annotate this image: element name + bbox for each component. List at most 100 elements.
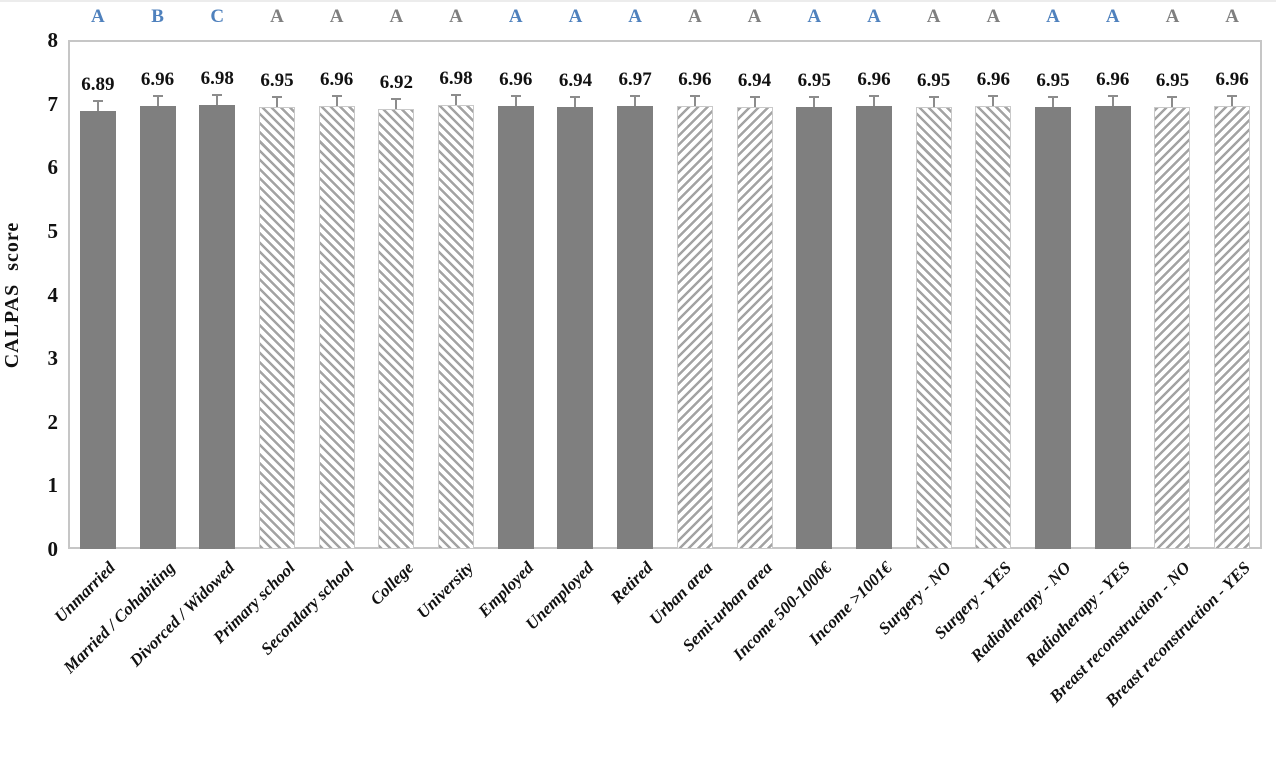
error-bar-whisker <box>932 97 935 107</box>
significance-letter: A <box>389 6 404 27</box>
bar-value-label: 6.97 <box>618 68 652 90</box>
bar-value-label: 6.92 <box>379 71 413 93</box>
x-axis-label: Divorced / Widowed <box>126 558 239 671</box>
significance-letter: A <box>329 6 344 27</box>
figure-top-border <box>0 0 1276 2</box>
significance-letter: A <box>449 6 463 27</box>
error-bar-whisker <box>693 97 696 107</box>
error-bar-cap <box>630 94 641 97</box>
error-bar-cap <box>570 96 581 99</box>
error-bar-whisker <box>1111 97 1114 107</box>
error-bar-cap <box>1167 95 1178 98</box>
bar-value-label: 6.94 <box>737 70 772 92</box>
y-axis-tick-label: 6 <box>47 155 59 180</box>
significance-letter: A <box>986 6 1001 27</box>
bar-value-label: 6.95 <box>1155 69 1190 91</box>
error-bar-cap <box>271 95 282 98</box>
error-bar-whisker <box>395 99 398 109</box>
bar <box>79 110 116 549</box>
error-bar-cap <box>391 97 402 100</box>
error-bar-whisker <box>813 97 816 107</box>
y-axis-tick-label: 2 <box>47 409 59 434</box>
y-axis-tick-label: 4 <box>47 282 59 307</box>
bar-value-label: 6.95 <box>260 69 294 91</box>
error-bar-cap <box>809 95 820 98</box>
bar-value-label: 6.96 <box>320 69 354 91</box>
significance-letter: A <box>747 6 762 27</box>
significance-letter: A <box>270 6 284 27</box>
bar <box>497 106 534 549</box>
error-bar-cap <box>1107 95 1118 98</box>
significance-letter: A <box>687 6 702 27</box>
bar <box>378 108 415 549</box>
significance-letter: A <box>807 6 822 27</box>
error-bar-cap <box>1227 95 1238 98</box>
bar <box>139 106 176 549</box>
bar <box>1094 106 1131 549</box>
significance-letter: A <box>628 6 642 27</box>
error-bar-cap <box>868 95 879 98</box>
x-axis-label: College <box>366 558 418 609</box>
bar <box>557 107 594 549</box>
error-bar-whisker <box>574 98 577 108</box>
significance-letter: A <box>1225 6 1239 27</box>
bar-value-label: 6.89 <box>81 73 115 95</box>
error-bar-whisker <box>275 97 278 107</box>
error-bar-whisker <box>1052 97 1055 107</box>
error-bar-whisker <box>514 97 517 107</box>
x-axis-label: Radiotherapy - YES <box>1022 558 1135 671</box>
bar <box>855 106 892 549</box>
significance-letter: A <box>1105 6 1120 27</box>
bar <box>258 106 295 549</box>
bar <box>1154 106 1191 549</box>
error-bar-cap <box>510 95 521 98</box>
bar <box>1214 106 1251 549</box>
bar-value-label: 6.96 <box>1215 69 1249 91</box>
error-bar-whisker <box>335 97 338 107</box>
significance-letter: A <box>508 6 523 27</box>
bar <box>975 106 1012 549</box>
error-bar-whisker <box>1171 97 1174 107</box>
significance-letter: A <box>568 6 583 27</box>
bar-value-label: 6.98 <box>439 67 473 89</box>
bar-value-label: 6.95 <box>917 69 951 91</box>
bar <box>1035 106 1072 549</box>
bar-value-label: 6.96 <box>140 69 175 91</box>
x-axis-label: Retired <box>607 558 657 608</box>
error-bar-cap <box>928 95 939 98</box>
bar <box>438 104 475 549</box>
y-axis-tick-label: 5 <box>47 218 59 243</box>
bar <box>676 106 713 549</box>
bar <box>915 106 952 549</box>
y-axis-tick-label: 7 <box>47 91 59 116</box>
x-axis-label: University <box>413 558 478 623</box>
bar-value-label: 6.96 <box>976 69 1010 91</box>
error-bar-whisker <box>1231 97 1234 107</box>
significance-letter: A <box>926 6 941 27</box>
significance-letter: C <box>210 6 225 27</box>
error-bar-cap <box>152 95 163 98</box>
error-bar-whisker <box>634 96 637 106</box>
error-bar-whisker <box>455 95 458 105</box>
error-bar-cap <box>92 99 103 102</box>
bar-value-label: 6.98 <box>200 67 234 89</box>
y-axis-tick-label: 3 <box>47 346 59 371</box>
error-bar-cap <box>689 95 700 98</box>
error-bar-whisker <box>96 101 99 111</box>
error-bar-cap <box>451 93 462 96</box>
significance-letter: A <box>90 6 105 27</box>
bar-value-label: 6.95 <box>797 69 831 91</box>
error-bar-whisker <box>216 95 219 105</box>
bar <box>796 106 833 549</box>
bar <box>199 104 236 549</box>
significance-letter: B <box>151 6 164 27</box>
bar <box>736 107 773 549</box>
significance-letter: A <box>867 6 881 27</box>
significance-letter: A <box>1046 6 1060 27</box>
bar-value-label: 6.96 <box>857 69 891 91</box>
y-axis-tick-label: 1 <box>47 473 59 498</box>
error-bar-cap <box>212 93 223 96</box>
x-axis-label: Married / Cohabiting <box>60 558 179 677</box>
bar-value-label: 6.94 <box>558 70 593 92</box>
